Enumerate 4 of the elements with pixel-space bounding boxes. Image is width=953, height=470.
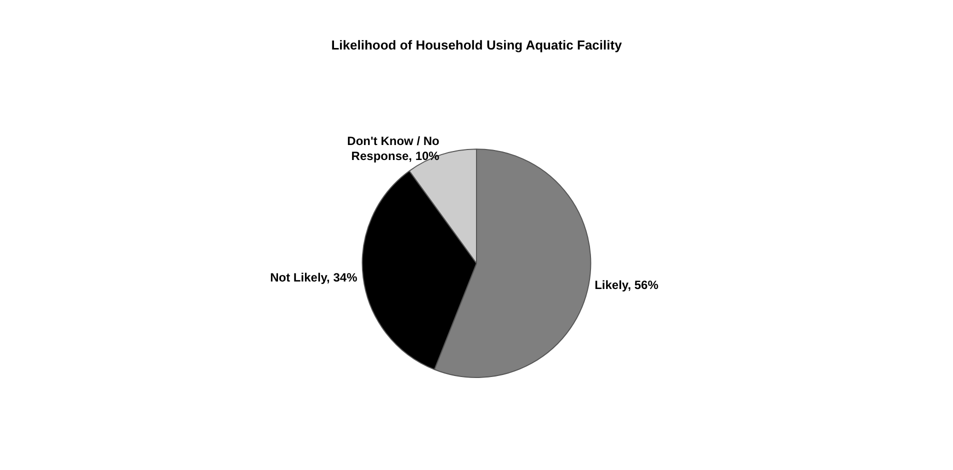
slice-label: Likely, 56% <box>594 278 659 292</box>
slice-label: Not Likely, 34% <box>270 270 358 285</box>
chart-title: Likelihood of Household Using Aquatic Facility <box>331 37 623 52</box>
slice-label: Don't Know / No Response, 10% <box>347 134 440 163</box>
